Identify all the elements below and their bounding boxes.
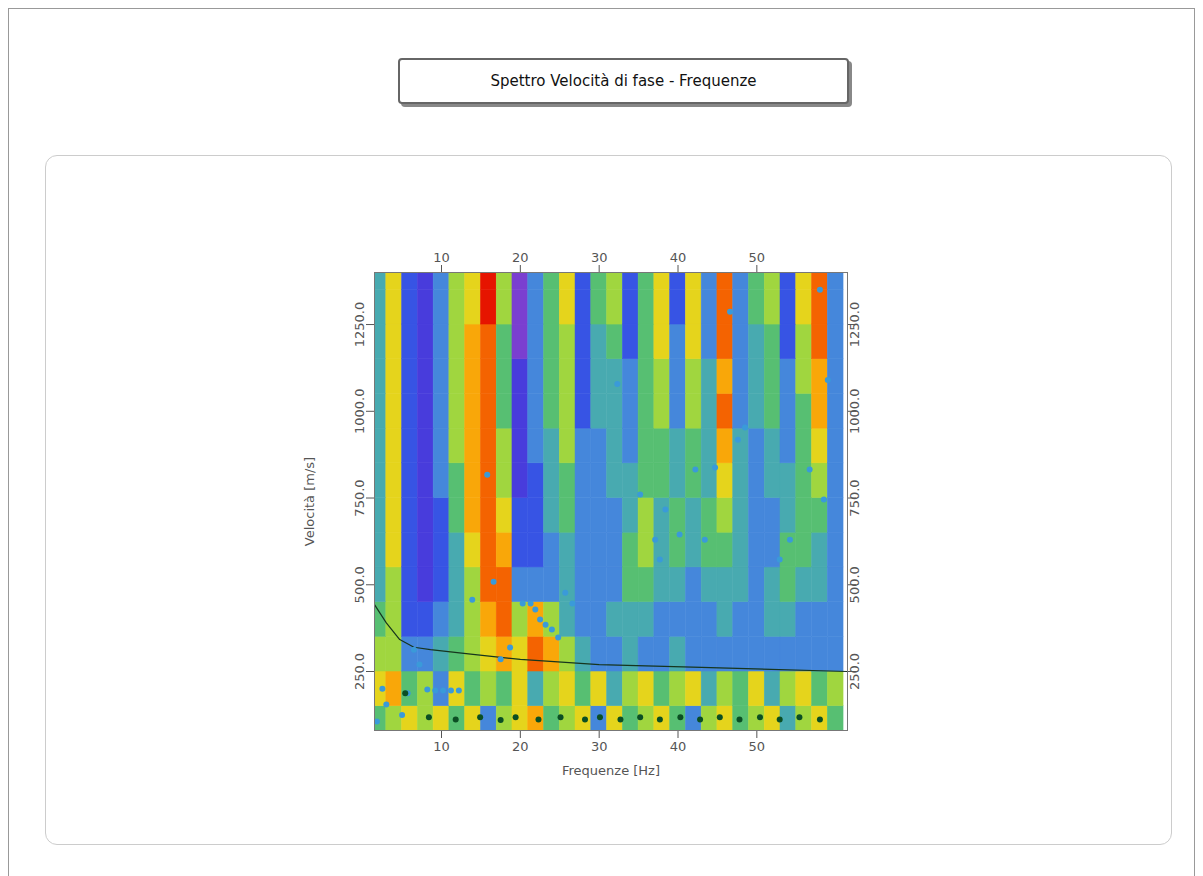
svg-text:20: 20 [512, 739, 529, 754]
svg-text:30: 30 [591, 739, 608, 754]
svg-text:1000.0: 1000.0 [847, 389, 862, 435]
svg-text:30: 30 [591, 250, 608, 265]
svg-text:250.0: 250.0 [352, 653, 367, 690]
svg-text:500.0: 500.0 [352, 566, 367, 603]
svg-text:20: 20 [512, 250, 529, 265]
html-text:Spettro Velocità di fase - Fre: Spettro Velocità di fase - Frequenze [490, 72, 757, 90]
svg-text:750.0: 750.0 [352, 479, 367, 516]
svg-text:Frequenze [Hz]: Frequenze [Hz] [562, 763, 660, 778]
svg-text:40: 40 [670, 250, 687, 265]
svg-text:10: 10 [433, 250, 450, 265]
svg-text:1250.0: 1250.0 [847, 302, 862, 348]
svg-text:50: 50 [749, 250, 766, 265]
svg-text:50: 50 [749, 739, 766, 754]
svg-text:10: 10 [433, 739, 450, 754]
svg-text:1000.0: 1000.0 [352, 389, 367, 435]
svg-text:40: 40 [670, 739, 687, 754]
svg-text:500.0: 500.0 [847, 566, 862, 603]
svg-text:250.0: 250.0 [847, 653, 862, 690]
svg-text:Velocità [m/s]: Velocità [m/s] [302, 457, 317, 546]
svg-text:1250.0: 1250.0 [352, 302, 367, 348]
svg-text:750.0: 750.0 [847, 479, 862, 516]
